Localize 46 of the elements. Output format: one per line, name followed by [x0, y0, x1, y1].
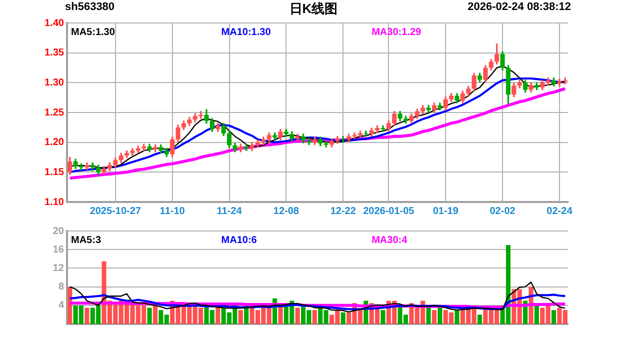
y-tick-label: 1.15 [44, 166, 64, 178]
bar [216, 308, 220, 324]
bar [84, 308, 90, 324]
x-tick-label: 02-24 [546, 206, 573, 217]
x-tick-label: 2025-10-27 [90, 206, 142, 217]
text: 2026-02-24 08:38:12 [468, 1, 571, 13]
x-tick-label: 01-19 [432, 206, 459, 217]
x-tick-label: 12-08 [273, 206, 300, 217]
y-tick-label: 1.35 [44, 48, 64, 59]
x-tick-label: 2026-01-05 [363, 206, 415, 217]
x-tick-label: 02-02 [490, 206, 516, 217]
bar [340, 312, 346, 324]
bar [312, 310, 317, 324]
chart-title: 日K线图 [289, 1, 338, 16]
x-tick-label: 11-24 [216, 206, 242, 217]
text: MA10:6 [221, 234, 258, 246]
y-tick-label: 4 [58, 300, 64, 312]
bar [295, 308, 300, 324]
y-tick-label: 12 [52, 262, 64, 274]
y-tick-label: 8 [58, 282, 64, 293]
text: MA5:1.30 [71, 26, 116, 38]
y-tick-label: 16 [52, 244, 64, 256]
bar [380, 310, 386, 324]
bar [454, 310, 460, 324]
bar [147, 308, 152, 324]
y-tick-label: 1.25 [44, 107, 64, 118]
chart-subtitle: sh563380 [65, 1, 115, 13]
candlestick [352, 132, 357, 140]
bar [551, 310, 556, 324]
y-tick-label: 20 [52, 226, 64, 237]
y-tick-label: 1.20 [44, 137, 64, 148]
bar [477, 314, 482, 324]
text: MA30:1.29 [372, 26, 422, 38]
y-tick-label: 1.30 [44, 77, 64, 88]
bar [68, 286, 72, 324]
x-tick-label: 12-22 [330, 206, 356, 217]
y-tick-label: 1.10 [44, 196, 64, 208]
text: MA10:1.30 [221, 26, 272, 38]
x-tick-label: 11-10 [160, 206, 186, 217]
text: MA30:4 [372, 234, 408, 246]
bar [238, 310, 243, 324]
text: MA5:3 [71, 234, 102, 246]
bar [152, 305, 158, 324]
y-tick-label: 1.40 [44, 18, 64, 29]
bar [438, 308, 442, 324]
bar [432, 310, 436, 324]
